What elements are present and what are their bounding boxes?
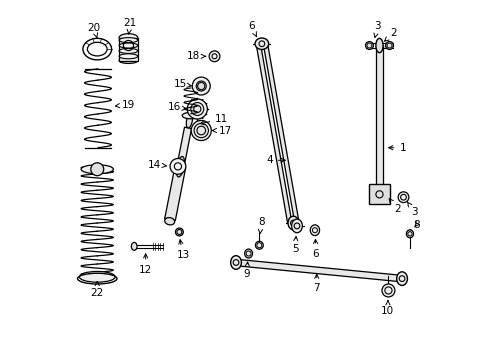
Ellipse shape — [186, 114, 193, 128]
Polygon shape — [256, 43, 292, 224]
Text: 3: 3 — [374, 21, 381, 37]
Bar — [119, 38, 138, 60]
Polygon shape — [165, 166, 186, 221]
Ellipse shape — [119, 43, 138, 48]
Ellipse shape — [310, 225, 319, 235]
Ellipse shape — [292, 219, 302, 233]
Text: 1: 1 — [389, 143, 406, 153]
Text: 4: 4 — [266, 155, 285, 165]
Ellipse shape — [245, 249, 252, 258]
Text: 10: 10 — [381, 301, 394, 316]
Ellipse shape — [288, 216, 299, 230]
Polygon shape — [236, 259, 402, 282]
Text: 14: 14 — [148, 159, 167, 170]
Text: 11: 11 — [200, 114, 228, 125]
Ellipse shape — [231, 256, 242, 269]
Ellipse shape — [165, 217, 174, 225]
Text: 18: 18 — [186, 51, 205, 61]
Text: 9: 9 — [244, 262, 250, 279]
Text: 15: 15 — [174, 79, 191, 89]
Ellipse shape — [131, 242, 137, 250]
Text: 5: 5 — [292, 237, 298, 254]
Ellipse shape — [79, 271, 115, 282]
Text: 6: 6 — [313, 239, 319, 258]
Text: 2: 2 — [389, 199, 401, 214]
Text: 2: 2 — [385, 28, 397, 41]
Ellipse shape — [119, 48, 138, 53]
Ellipse shape — [366, 41, 373, 49]
Bar — [369, 184, 390, 204]
Text: 16: 16 — [168, 102, 187, 112]
Ellipse shape — [187, 99, 207, 119]
Ellipse shape — [191, 121, 211, 140]
Ellipse shape — [382, 284, 395, 297]
Text: 6: 6 — [248, 21, 256, 36]
Text: 8: 8 — [258, 217, 265, 234]
Text: 8: 8 — [413, 220, 420, 230]
Circle shape — [91, 163, 104, 176]
Polygon shape — [177, 127, 192, 167]
Text: 19: 19 — [116, 100, 135, 110]
Text: 7: 7 — [314, 274, 320, 293]
Ellipse shape — [119, 34, 138, 41]
Ellipse shape — [255, 38, 269, 49]
Text: 12: 12 — [139, 254, 152, 275]
Ellipse shape — [182, 112, 199, 119]
Polygon shape — [375, 45, 383, 194]
Ellipse shape — [119, 38, 138, 42]
Ellipse shape — [191, 103, 204, 116]
Ellipse shape — [176, 157, 184, 177]
Text: 17: 17 — [212, 126, 232, 135]
Text: 13: 13 — [176, 240, 190, 260]
Ellipse shape — [397, 272, 408, 285]
Ellipse shape — [170, 158, 186, 174]
Ellipse shape — [209, 51, 220, 62]
Ellipse shape — [398, 192, 409, 203]
Ellipse shape — [255, 241, 263, 249]
Ellipse shape — [175, 228, 183, 236]
Ellipse shape — [406, 230, 414, 238]
Ellipse shape — [196, 81, 206, 91]
Ellipse shape — [376, 39, 383, 53]
Ellipse shape — [192, 77, 210, 95]
Text: 22: 22 — [91, 282, 104, 298]
Ellipse shape — [119, 58, 138, 63]
Text: 21: 21 — [123, 18, 137, 34]
Ellipse shape — [119, 54, 138, 59]
Ellipse shape — [194, 123, 208, 138]
Ellipse shape — [81, 165, 113, 174]
Text: 3: 3 — [407, 202, 417, 217]
Polygon shape — [263, 43, 299, 224]
Ellipse shape — [386, 41, 393, 49]
Text: 20: 20 — [87, 23, 100, 38]
Ellipse shape — [376, 188, 383, 201]
